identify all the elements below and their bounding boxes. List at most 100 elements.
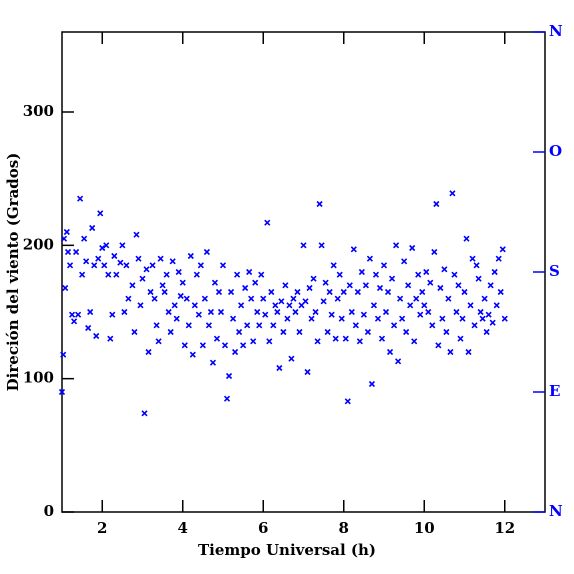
point bbox=[376, 284, 384, 292]
point bbox=[85, 324, 92, 332]
point bbox=[91, 262, 98, 269]
point bbox=[340, 288, 347, 296]
point bbox=[449, 190, 456, 197]
point bbox=[320, 298, 327, 305]
point bbox=[370, 302, 378, 309]
point bbox=[238, 302, 245, 309]
point bbox=[97, 210, 104, 217]
point bbox=[390, 322, 398, 329]
point bbox=[141, 410, 148, 417]
point bbox=[169, 258, 176, 265]
point bbox=[413, 295, 420, 302]
y2-tick-label: E bbox=[549, 382, 560, 400]
point bbox=[185, 322, 192, 329]
point bbox=[93, 332, 100, 340]
point bbox=[316, 200, 323, 208]
point bbox=[79, 271, 86, 278]
point bbox=[455, 282, 462, 289]
point bbox=[374, 315, 382, 322]
point bbox=[388, 275, 396, 282]
y2-tick-label: N bbox=[549, 22, 563, 40]
point bbox=[254, 308, 261, 316]
point bbox=[326, 288, 333, 296]
point bbox=[429, 322, 436, 329]
point bbox=[258, 271, 265, 278]
point bbox=[338, 315, 345, 322]
point bbox=[276, 364, 283, 372]
point bbox=[183, 295, 190, 302]
point bbox=[330, 262, 337, 269]
point bbox=[173, 315, 180, 322]
point bbox=[123, 262, 130, 269]
y-tick-label: 300 bbox=[23, 102, 54, 120]
point bbox=[181, 342, 188, 349]
point bbox=[240, 342, 247, 349]
point bbox=[125, 295, 132, 302]
y2-tick-label: S bbox=[549, 262, 560, 280]
point bbox=[288, 355, 295, 362]
point bbox=[282, 282, 289, 289]
point bbox=[167, 328, 174, 336]
point bbox=[368, 380, 375, 388]
point bbox=[137, 302, 144, 309]
point bbox=[437, 284, 444, 292]
point bbox=[477, 308, 484, 316]
point bbox=[236, 328, 243, 336]
point bbox=[117, 259, 124, 266]
point bbox=[411, 338, 418, 345]
x-tick-label: 6 bbox=[258, 519, 268, 537]
point bbox=[101, 262, 108, 269]
point bbox=[497, 288, 504, 296]
point bbox=[99, 244, 106, 252]
point bbox=[155, 338, 162, 345]
point bbox=[60, 351, 67, 358]
point bbox=[284, 315, 291, 322]
point bbox=[242, 284, 249, 292]
point bbox=[294, 288, 301, 296]
point bbox=[463, 235, 470, 242]
point bbox=[423, 268, 430, 276]
y-tick-label: 100 bbox=[23, 369, 54, 387]
point bbox=[382, 308, 390, 316]
point bbox=[147, 288, 154, 296]
point bbox=[177, 292, 184, 300]
point bbox=[157, 255, 164, 262]
point bbox=[312, 308, 319, 316]
point bbox=[457, 335, 464, 342]
point bbox=[73, 248, 80, 256]
point bbox=[352, 322, 359, 329]
point bbox=[405, 282, 412, 289]
point bbox=[443, 328, 450, 336]
point bbox=[409, 244, 416, 252]
point bbox=[378, 335, 386, 342]
point bbox=[439, 315, 446, 322]
point bbox=[417, 311, 424, 318]
point bbox=[386, 348, 394, 356]
point bbox=[364, 328, 371, 336]
point bbox=[415, 271, 422, 278]
point bbox=[272, 302, 279, 309]
point bbox=[103, 242, 110, 249]
point bbox=[336, 271, 343, 278]
point bbox=[467, 302, 474, 309]
point bbox=[225, 372, 233, 380]
plot-frame bbox=[61, 31, 546, 513]
point bbox=[266, 338, 273, 345]
point bbox=[421, 302, 428, 309]
point bbox=[322, 279, 329, 286]
y-axis-label: Direción del viento (Grados) bbox=[4, 153, 22, 392]
point bbox=[129, 282, 136, 289]
point bbox=[360, 311, 367, 318]
point bbox=[286, 302, 293, 309]
point bbox=[87, 308, 94, 316]
point bbox=[260, 295, 267, 302]
point bbox=[215, 288, 223, 296]
point bbox=[63, 228, 70, 236]
x-tick-label: 10 bbox=[414, 519, 435, 537]
point bbox=[441, 266, 448, 273]
point bbox=[324, 328, 331, 336]
point bbox=[473, 262, 480, 269]
point bbox=[203, 248, 210, 256]
point bbox=[135, 255, 142, 262]
point bbox=[75, 311, 82, 318]
